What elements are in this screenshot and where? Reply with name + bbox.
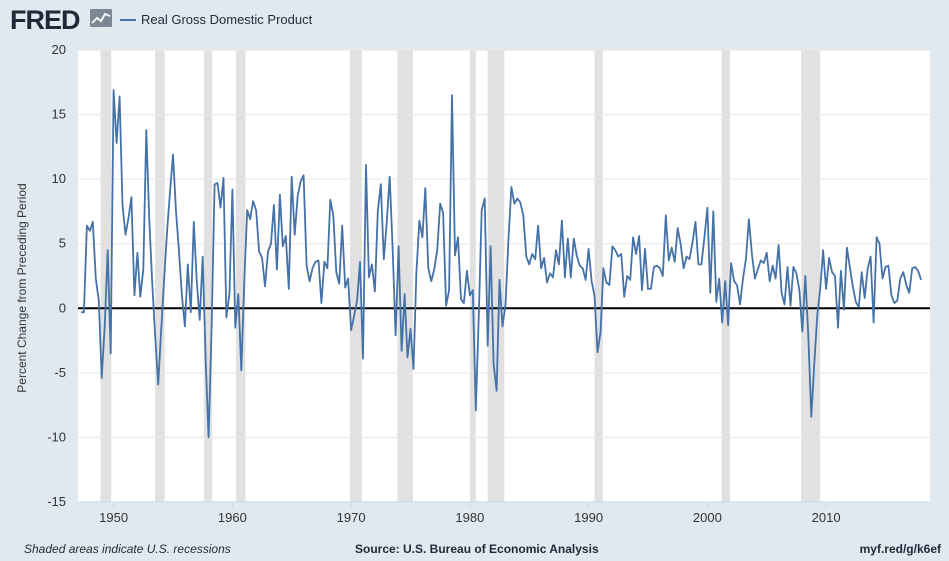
recession-band (155, 50, 165, 502)
recession-band (235, 50, 246, 502)
y-tick-label: -15 (47, 494, 66, 509)
source-credit: Source: U.S. Bureau of Economic Analysis (355, 542, 599, 556)
chart-header: FRED Real Gross Domestic Product (0, 0, 949, 40)
x-tick-label: 1970 (337, 510, 366, 525)
fred-logo[interactable]: FRED (10, 5, 80, 35)
recession-band (397, 50, 413, 502)
y-tick-label: -5 (54, 365, 66, 380)
y-tick-label: 15 (52, 107, 66, 122)
x-tick-label: 1990 (574, 510, 603, 525)
chart-legend[interactable]: Real Gross Domestic Product (120, 12, 312, 27)
legend-swatch (120, 18, 136, 21)
recession-note: Shaded areas indicate U.S. recessions (24, 542, 231, 556)
x-tick-label: 2010 (812, 510, 841, 525)
y-tick-label: 20 (52, 42, 66, 57)
recession-bands (100, 50, 821, 502)
y-tick-label: 0 (59, 300, 66, 315)
x-axis-ticks: 1950 1960 1970 1980 1990 2000 2010 (78, 501, 930, 525)
recession-band (594, 50, 603, 502)
y-axis-ticks: -15 -10 -5 0 5 10 15 20 (47, 42, 66, 509)
y-tick-label: -10 (47, 429, 66, 444)
legend-label: Real Gross Domestic Product (141, 12, 313, 27)
series-layer (81, 89, 922, 439)
y-axis-title: Percent Change from Preceding Period (15, 183, 29, 392)
y-tick-label: 10 (52, 171, 66, 186)
trend-line-icon (90, 9, 112, 27)
chart-canvas: -15 -10 -5 0 5 10 15 20 1950 1960 1970 1980 1990 200… (15, 42, 930, 525)
recession-band (721, 50, 730, 502)
x-tick-label: 1980 (455, 510, 484, 525)
recession-band (349, 50, 362, 502)
x-tick-label: 2000 (693, 510, 722, 525)
recession-band (469, 50, 476, 502)
grid-lines (78, 49, 930, 503)
x-tick-label: 1960 (218, 510, 247, 525)
x-tick-label: 1950 (99, 510, 128, 525)
recession-band (801, 50, 821, 502)
short-link[interactable]: myf.red/g/k6ef (859, 542, 941, 556)
recession-band (487, 50, 505, 502)
series-line (81, 89, 922, 439)
recession-band (203, 50, 213, 502)
y-tick-label: 5 (59, 236, 66, 251)
